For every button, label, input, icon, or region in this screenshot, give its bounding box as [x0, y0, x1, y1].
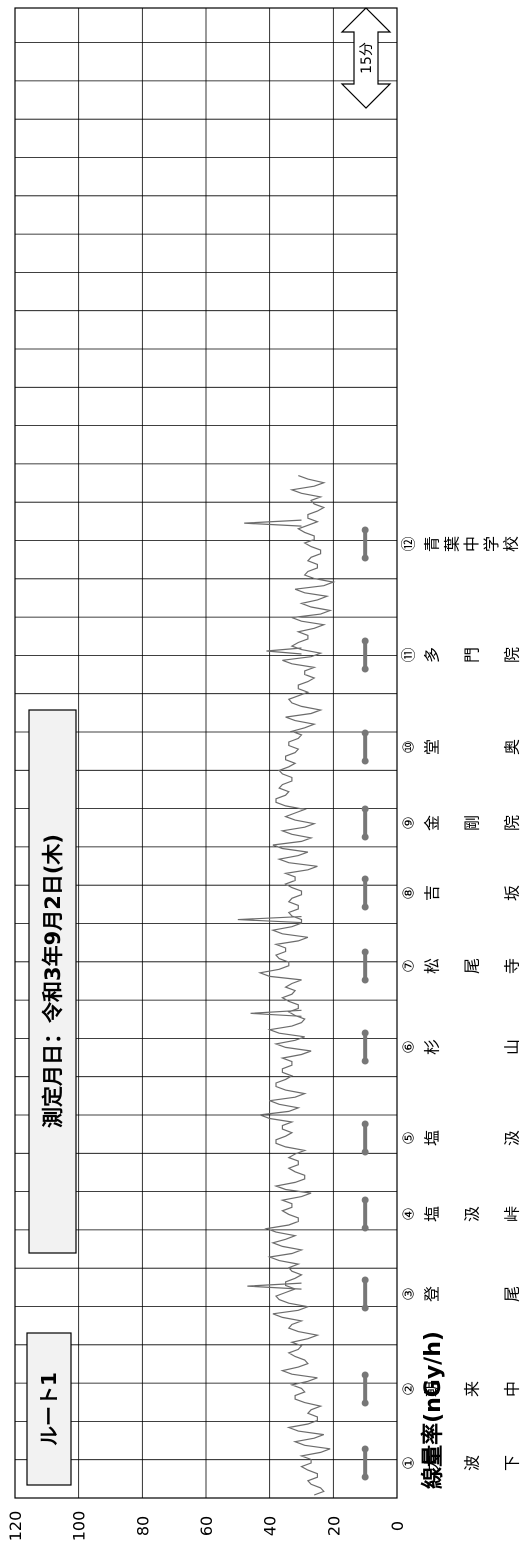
location-char: 金	[423, 815, 442, 831]
location-number: ⑩	[400, 740, 418, 753]
location-number: ①	[400, 1456, 418, 1469]
location-marker	[361, 1029, 369, 1065]
location-char: 汲	[503, 1130, 522, 1146]
location-marker	[361, 526, 369, 562]
location-markers	[361, 526, 369, 1481]
location-marker	[361, 805, 369, 841]
location-char: 来	[463, 1381, 482, 1397]
location-char: 波	[463, 1455, 482, 1471]
location-char: 吉	[423, 885, 442, 901]
series-spike	[266, 647, 302, 655]
location-char: 峠	[503, 1206, 522, 1222]
location-char: 坂	[503, 885, 522, 901]
location-char: 尾	[503, 1286, 522, 1302]
location-char: 院	[503, 647, 522, 663]
location-char: 山	[503, 1039, 522, 1055]
location-marker	[361, 1120, 369, 1156]
y-tick-label: 120	[6, 1511, 25, 1542]
location-marker	[361, 1445, 369, 1481]
location-char: 登	[423, 1286, 442, 1302]
time-scale-arrow: 15分	[340, 7, 392, 109]
location-marker	[361, 948, 369, 984]
y-tick-label: 20	[324, 1516, 343, 1536]
y-tick-label: 60	[197, 1516, 216, 1536]
location-char: 中	[462, 536, 481, 552]
location-char: 朝	[423, 1381, 442, 1397]
location-number: ⑨	[400, 816, 418, 829]
location-number: ③	[400, 1287, 418, 1300]
location-char: 学	[482, 536, 501, 552]
route-label: ルート1	[37, 1372, 61, 1446]
y-tick-label: 80	[133, 1516, 152, 1536]
location-labels: ① 大波下② 朝来中③ 登尾④ 塩汲峠⑤ 塩汲⑥ 杉山⑦ 松尾寺⑧ 吉坂⑨ 金剛院⑩ 堂奥⑪ 多門院⑫…	[400, 536, 522, 1471]
location-number: ⑪	[400, 647, 418, 662]
dose-rate-series	[237, 475, 336, 1496]
location-number: ⑦	[400, 959, 418, 972]
location-char: 尾	[463, 958, 482, 974]
location-char: 多	[423, 647, 442, 663]
location-char: 下	[503, 1455, 522, 1471]
location-char: 葉	[442, 536, 461, 552]
y-axis-ticks: 0 20 40 60 80 100 120	[6, 1511, 407, 1542]
location-number: ②	[400, 1382, 418, 1395]
location-number: ④	[400, 1207, 418, 1220]
location-number: ⑧	[400, 886, 418, 899]
series-spike	[237, 915, 302, 924]
series-spike	[247, 1282, 302, 1290]
location-number: ⑥	[400, 1040, 418, 1053]
location-char: 堂	[423, 739, 442, 755]
route-label-box: ルート1	[26, 1332, 72, 1486]
series-spike	[244, 519, 302, 527]
series-spike	[250, 1009, 302, 1017]
location-char: 大	[423, 1455, 442, 1471]
grid-lines	[15, 8, 397, 1498]
location-marker	[361, 729, 369, 765]
date-label: 測定月日：令和3年9月2日(木)	[41, 834, 65, 1128]
location-number: ⑫	[400, 536, 418, 551]
y-tick-label: 0	[388, 1521, 407, 1531]
location-char: 中	[503, 1381, 522, 1397]
location-marker	[361, 637, 369, 673]
y-tick-label: 40	[261, 1516, 280, 1536]
location-marker	[361, 1371, 369, 1407]
location-char: 塩	[423, 1206, 442, 1222]
location-marker	[361, 1276, 369, 1312]
time-scale-label: 15分	[359, 42, 375, 74]
location-char: 塩	[423, 1130, 442, 1146]
series-line	[257, 475, 336, 1496]
y-axis-label: 線量率(nGy/h)	[420, 1331, 446, 1489]
location-char: 院	[503, 815, 522, 831]
location-char: 汲	[463, 1206, 482, 1222]
location-char: 寺	[503, 958, 522, 974]
date-label-box: 測定月日：令和3年9月2日(木)	[28, 709, 77, 1254]
location-marker	[361, 1196, 369, 1232]
location-number: ⑤	[400, 1131, 418, 1144]
location-char: 青	[423, 536, 442, 552]
location-char: 奥	[503, 739, 522, 755]
y-tick-label: 100	[70, 1511, 89, 1542]
location-char: 門	[463, 647, 482, 663]
location-marker	[361, 875, 369, 911]
location-char: 校	[502, 536, 521, 552]
plot-border	[14, 7, 398, 1499]
location-char: 松	[423, 958, 442, 974]
location-char: 剛	[463, 815, 482, 831]
location-char: 杉	[423, 1039, 442, 1055]
